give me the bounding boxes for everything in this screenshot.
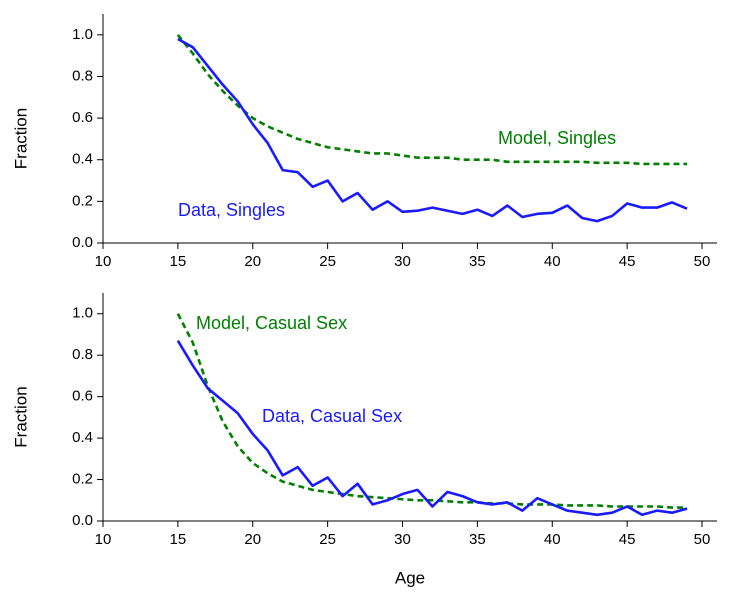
x-tick-label: 15: [170, 531, 187, 548]
y-tick-label: 0.6: [72, 388, 93, 405]
x-tick-label: 20: [244, 531, 261, 548]
x-tick-label: 40: [544, 253, 561, 270]
y-tick-label: 0.8: [72, 67, 93, 84]
series-label: Data, Casual Sex: [262, 406, 402, 426]
series-label: Model, Singles: [498, 128, 616, 148]
data-line: [176, 340, 688, 517]
series-label: Data, Singles: [178, 200, 285, 220]
x-axis-label: Age: [395, 568, 425, 587]
x-tick-label: 50: [694, 253, 711, 270]
y-tick-label: 1.0: [72, 305, 93, 322]
x-tick-label: 45: [619, 531, 636, 548]
y-axis-label: Fraction: [11, 386, 30, 447]
model-line: [176, 313, 688, 509]
x-tick-label: 35: [469, 253, 486, 270]
y-tick-label: 0.6: [72, 109, 93, 126]
x-tick-label: 20: [244, 253, 261, 270]
y-tick-label: 0.0: [72, 512, 93, 529]
data-line: [177, 37, 688, 223]
y-tick-label: 1.0: [72, 26, 93, 43]
y-tick-label: 0.2: [72, 192, 93, 209]
x-tick-label: 15: [170, 253, 187, 270]
x-tick-label: 45: [619, 253, 636, 270]
x-tick-label: 40: [544, 531, 561, 548]
y-tick-label: 0.2: [72, 471, 93, 488]
x-tick-label: 30: [394, 253, 411, 270]
x-tick-label: 35: [469, 531, 486, 548]
x-tick-label: 50: [694, 531, 711, 548]
series-label: Model, Casual Sex: [196, 313, 347, 333]
x-tick-label: 10: [95, 531, 112, 548]
y-tick-label: 0.8: [72, 346, 93, 363]
y-tick-label: 0.0: [72, 234, 93, 251]
y-axis-label: Fraction: [11, 108, 30, 169]
y-tick-label: 0.4: [72, 429, 93, 446]
x-tick-label: 25: [319, 253, 336, 270]
x-tick-label: 30: [394, 531, 411, 548]
x-tick-label: 25: [319, 531, 336, 548]
y-tick-label: 0.4: [72, 151, 93, 168]
x-tick-label: 10: [95, 253, 112, 270]
model-line: [176, 34, 688, 166]
